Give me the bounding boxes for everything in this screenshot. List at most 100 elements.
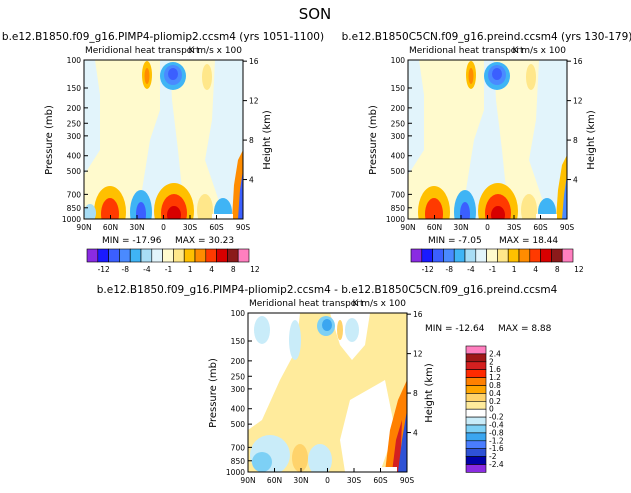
colorbar-label: 12	[574, 265, 584, 274]
panel-b-upper-warm-core	[468, 68, 474, 84]
colorbar-swatch	[129, 248, 142, 263]
panel-b-y-ticks-right: 16 12 8 4	[567, 57, 583, 185]
panel-b-y-ticks: 100 150 200 250 300 400 500 700 850 1000	[386, 56, 412, 224]
colorbar-label: 1	[188, 265, 193, 274]
colorbar-swatch	[237, 248, 250, 263]
panel-c-warm-lower	[292, 444, 308, 472]
x-tick-label: 90N	[240, 476, 255, 485]
colorbar-swatch	[465, 353, 487, 363]
x-tick-label: 0	[325, 476, 330, 485]
colorbar-label: -1.2	[489, 436, 504, 445]
x-tick-label: 60N	[103, 223, 118, 232]
panel-c-cool-upper-core-2	[322, 319, 332, 331]
panel-a-y-ticks: 100 150 200 250 300 400 500 700 850 1000	[62, 56, 88, 224]
y-tick-label: 300	[67, 132, 82, 141]
x-tick-label: 90S	[400, 476, 415, 485]
colorbar-swatch	[194, 248, 207, 263]
y-tick-label: 850	[391, 204, 406, 213]
panel-c-warm-upper	[337, 320, 343, 340]
panel-c-cool-upper-right	[345, 318, 359, 342]
height-tick-label: 12	[249, 97, 259, 106]
colorbar-swatch	[540, 248, 552, 263]
panel-b-warm-region-2	[494, 60, 549, 219]
y-tick-label: 700	[67, 190, 82, 199]
colorbar-swatch	[465, 448, 487, 457]
y-tick-label: 700	[391, 190, 406, 199]
x-tick-label: 60S	[373, 476, 388, 485]
y-tick-label: 200	[67, 104, 82, 113]
y-tick-label: 200	[391, 104, 406, 113]
colorbar-swatch	[151, 248, 163, 263]
colorbar-swatch	[216, 248, 228, 263]
colorbar-swatch	[551, 248, 563, 263]
panel-b: b.e12.B1850C5CN.f09_g16.preind.ccsm4 (yr…	[342, 31, 631, 274]
colorbar-swatch	[465, 416, 487, 426]
panel-b-max-label: MAX = 18.44	[499, 236, 558, 246]
panel-c-max-label: MAX = 8.88	[498, 324, 552, 334]
colorbar-swatch	[465, 393, 487, 402]
panel-c-y-ticks: 100 150 200 250 300 400 500 700 850 1000	[226, 309, 252, 477]
height-tick-label: 8	[413, 389, 418, 398]
colorbar-swatch	[486, 248, 498, 263]
panel-c-polar-cold	[398, 410, 407, 472]
colorbar-label: -4	[467, 265, 475, 274]
panel-a-subtitle: Meridional heat transport	[85, 46, 200, 56]
colorbar-label: 1	[512, 265, 517, 274]
colorbar-label: 0.4	[489, 389, 501, 398]
panel-a-field	[84, 60, 243, 219]
panel-b-colorbar: -12 -8 -4 -1 1 4 8 12	[410, 248, 584, 274]
y-tick-label: 1000	[226, 468, 245, 477]
panel-c-x-ticks: 90N 60N 30N 0 30S 60S 90S	[240, 468, 414, 485]
colorbar-swatch	[227, 248, 239, 263]
colorbar-swatch	[183, 248, 196, 263]
x-tick-label: 90N	[400, 223, 415, 232]
panel-a-warm-region-2	[170, 60, 225, 219]
colorbar-swatch	[432, 248, 444, 263]
colorbar-swatch	[97, 248, 109, 263]
colorbar-swatch	[465, 369, 487, 378]
colorbar-label: -1.6	[489, 444, 504, 453]
panel-a-upper-warm-right	[202, 64, 212, 90]
panel-c-subtitle: Meridional heat transport	[249, 299, 364, 309]
y-tick-label: 850	[231, 457, 246, 466]
colorbar-swatch	[497, 248, 509, 263]
colorbar-swatch	[410, 248, 423, 263]
colorbar-swatch	[173, 248, 185, 263]
panel-b-min-label: MIN = -7.05	[428, 236, 482, 246]
colorbar-label: 1.2	[489, 373, 501, 382]
y-tick-label: 1000	[386, 215, 405, 224]
height-tick-label: 12	[573, 97, 583, 106]
x-tick-label: 30N	[453, 223, 468, 232]
height-tick-label: 8	[573, 136, 578, 145]
x-tick-label: 30S	[183, 223, 198, 232]
colorbar-swatch	[464, 248, 477, 263]
y-tick-label: 100	[231, 309, 246, 318]
x-tick-label: 30N	[293, 476, 308, 485]
panel-a-y-label-right: Height (km)	[262, 110, 273, 170]
x-tick-label: 30S	[507, 223, 522, 232]
colorbar-swatch	[518, 248, 531, 263]
panel-c-units: K m/s x 100	[353, 299, 407, 309]
colorbar-swatch	[465, 432, 487, 442]
colorbar-swatch	[108, 248, 120, 263]
panel-a-polar-feature-2	[238, 170, 243, 219]
panel-b-subtitle: Meridional heat transport	[409, 46, 524, 56]
colorbar-swatch	[465, 440, 487, 449]
height-tick-label: 16	[573, 57, 583, 66]
panel-a-low-cold-mid-core	[136, 202, 146, 219]
panel-a-x-ticks: 90N 60N 30N 0 30S 60S 90S	[76, 215, 250, 232]
panel-b-field	[408, 60, 567, 219]
colorbar-swatch	[205, 248, 217, 263]
x-tick-label: 60N	[427, 223, 442, 232]
colorbar-label: 12	[250, 265, 260, 274]
panel-a-upper-cold-core	[168, 68, 178, 80]
y-tick-label: 150	[391, 84, 406, 93]
colorbar-swatch	[453, 248, 466, 263]
panel-c-y-label: Pressure (mb)	[208, 358, 219, 428]
panel-b-polar-feature-2	[562, 175, 567, 219]
x-tick-label: 90S	[236, 223, 251, 232]
y-tick-label: 500	[231, 420, 246, 429]
panel-a-max-label: MAX = 30.23	[175, 236, 234, 246]
colorbar-label: 2	[489, 357, 494, 366]
y-tick-label: 500	[391, 167, 406, 176]
